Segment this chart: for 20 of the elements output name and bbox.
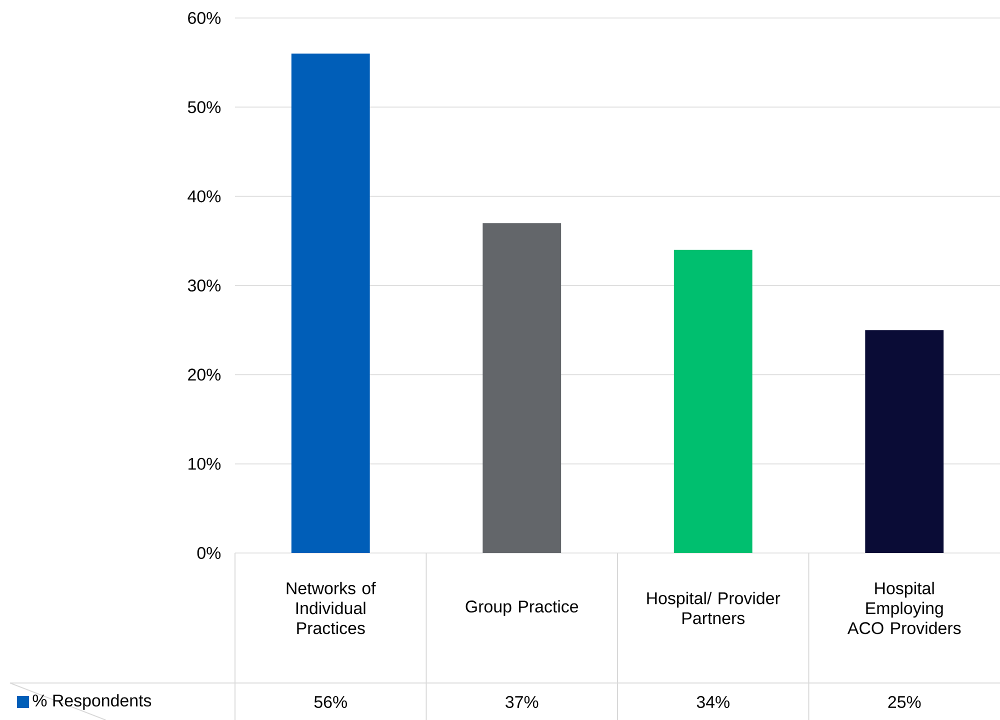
x-tick-label: Group Practice bbox=[466, 600, 578, 616]
y-tick-label: 60% bbox=[188, 12, 221, 24]
y-tick-label: 40% bbox=[188, 190, 221, 202]
data-label: 56% bbox=[314, 696, 347, 708]
bar bbox=[865, 330, 944, 553]
data-label: 34% bbox=[696, 696, 730, 708]
x-tick-label: Hospital/ Provider Partners bbox=[647, 592, 780, 624]
legend-label: % Respondents bbox=[32, 694, 152, 710]
bar bbox=[482, 223, 562, 553]
x-tick-label: Networks of Individual Practices bbox=[286, 582, 376, 634]
x-tick-label: Hospital Employing ACO Providers bbox=[847, 582, 961, 634]
data-label: 25% bbox=[888, 696, 921, 708]
bar bbox=[674, 250, 752, 553]
y-tick-label: 0% bbox=[197, 547, 221, 559]
y-tick-label: 20% bbox=[188, 368, 221, 381]
data-label: 37% bbox=[506, 696, 538, 708]
y-tick-label: 30% bbox=[188, 280, 221, 292]
y-tick-label: 10% bbox=[188, 458, 221, 470]
bar bbox=[291, 54, 370, 553]
y-tick-label: 50% bbox=[188, 101, 221, 114]
